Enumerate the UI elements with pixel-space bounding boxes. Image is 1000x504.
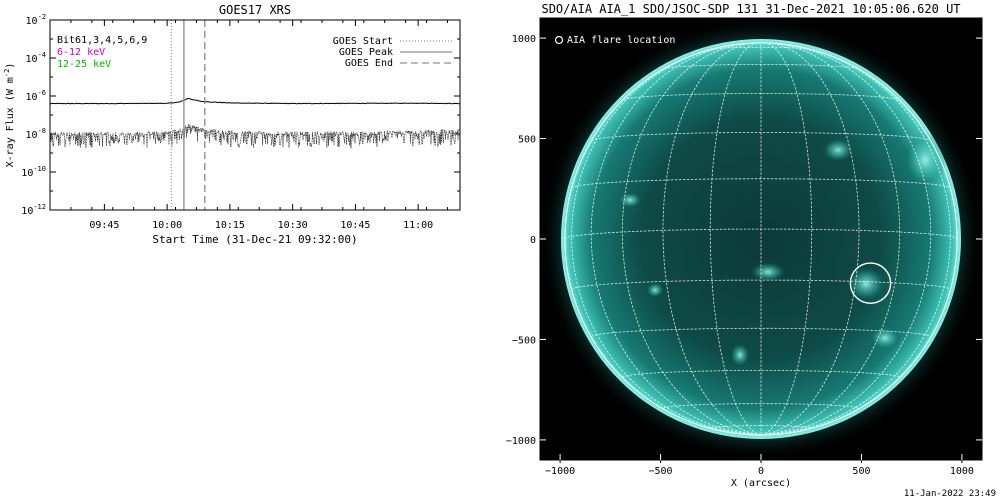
xrs-long-channel-line <box>50 98 460 105</box>
flare-location-legend-label: AIA flare location <box>567 35 675 46</box>
grid-line <box>760 43 932 436</box>
legend-goes-start: GOES Start <box>333 36 393 47</box>
y-tick-label: 10-8 <box>26 127 46 141</box>
band-label-12-25kev: 12-25 keV <box>57 59 111 70</box>
aia-x-axis: −1000 −500 0 500 1000 <box>545 454 974 477</box>
grid-line <box>621 43 762 436</box>
grid-line <box>571 279 951 290</box>
grid-line <box>760 43 901 436</box>
x-tick-label: 10:30 <box>278 220 308 231</box>
active-region <box>822 138 854 162</box>
aia-y-axis: 1000 500 0 −500 −1000 <box>506 34 982 447</box>
active-region <box>750 262 786 282</box>
aia-y-tick-label: 0 <box>530 235 536 246</box>
y-tick-label-exp: -10 <box>33 165 46 173</box>
goes-y-axis-label-main: X-ray Flux (W m <box>5 77 16 167</box>
goes-x-axis-label: Start Time (31-Dec-21 09:32:00) <box>152 233 357 246</box>
aia-x-tick-label: 0 <box>758 466 764 477</box>
grid-line <box>571 46 762 436</box>
y-tick-label-base: 10 <box>26 130 38 141</box>
grid-line <box>760 42 813 436</box>
x-tick-label: 11:00 <box>403 220 433 231</box>
xrs-short-channel-line <box>50 124 460 149</box>
aia-y-tick-label: 1000 <box>512 34 536 45</box>
goes-plot-frame <box>49 19 461 211</box>
grid-line <box>662 42 762 436</box>
aia-y-tick-label: 500 <box>518 135 536 146</box>
x-tick-label: 10:45 <box>340 220 370 231</box>
aia-x-tick-label: 500 <box>852 466 870 477</box>
goes-y-axis-label-close: ) <box>5 63 16 69</box>
band-label-6-12kev: 6-12 keV <box>57 47 105 58</box>
goes-x-axis: 09:45 10:00 10:15 10:30 10:45 11:00 <box>49 20 448 231</box>
active-region <box>618 192 642 208</box>
active-region <box>846 266 886 302</box>
aia-image-title: SDO/AIA AIA_1 SDO/JSOC-SDP 131 31-Dec-20… <box>541 2 960 16</box>
active-region <box>869 326 901 350</box>
legend-goes-peak: GOES Peak <box>339 47 393 58</box>
grid-line <box>760 46 951 436</box>
y-tick-label: 10-10 <box>21 165 46 179</box>
grid-line <box>711 46 811 50</box>
y-tick-label-base: 10 <box>21 206 33 217</box>
goes-event-markers <box>170 20 206 210</box>
aia-x-tick-label: −500 <box>648 466 672 477</box>
y-tick-label-base: 10 <box>26 16 38 27</box>
active-regions <box>618 132 947 367</box>
flare-location-legend-marker <box>554 35 564 45</box>
goes-band-legend: Bit61,3,4,5,6,9 6-12 keV 12-25 keV <box>57 35 147 70</box>
x-tick-label: 10:15 <box>215 220 245 231</box>
y-tick-label-base: 10 <box>26 92 38 103</box>
y-tick-label-base: 10 <box>26 54 38 65</box>
goes-y-axis-label-exp: -2 <box>3 69 11 77</box>
band-label-bits: Bit61,3,4,5,6,9 <box>57 35 147 46</box>
footer-timestamp: 11-Jan-2022 23:49 <box>904 489 996 499</box>
y-tick-label-base: 10 <box>21 168 33 179</box>
active-region <box>646 282 664 298</box>
grid-line <box>760 42 860 436</box>
heliographic-grid <box>564 42 958 436</box>
aia-x-tick-label: 1000 <box>950 466 974 477</box>
y-tick-label-exp: -6 <box>38 89 46 97</box>
legend-goes-end: GOES End <box>345 58 393 69</box>
aia-y-tick-label: −500 <box>512 335 536 346</box>
grid-line <box>709 42 762 436</box>
y-tick-label: 10-6 <box>26 89 46 103</box>
y-tick-label: 10-12 <box>21 203 46 217</box>
y-tick-label-exp: -2 <box>38 13 46 21</box>
grid-line <box>590 43 762 436</box>
x-tick-label: 09:45 <box>89 220 119 231</box>
goes-series-group <box>50 98 460 149</box>
goes-plot-title: GOES17 XRS <box>219 3 291 17</box>
grid-line <box>622 93 900 101</box>
goes-marker-legend: GOES Start GOES Peak GOES End <box>333 36 452 69</box>
solar-limb <box>564 42 958 436</box>
y-tick-label: 10-2 <box>26 13 46 27</box>
aia-x-axis-label: X (arcsec) <box>731 478 791 489</box>
active-region <box>903 132 947 188</box>
active-region <box>730 343 750 367</box>
x-tick-label: 10:00 <box>152 220 182 231</box>
aia-x-tick-label: −1000 <box>545 466 575 477</box>
y-tick-label-exp: -12 <box>33 203 46 211</box>
y-tick-label-exp: -8 <box>38 127 46 135</box>
y-tick-label: 10-4 <box>26 51 46 65</box>
solar-disk <box>561 39 961 439</box>
aia-flare-location-circle <box>849 262 892 304</box>
grid-line <box>662 403 860 409</box>
goes-y-axis-label: X-ray Flux (W m-2) <box>3 63 16 168</box>
aia-y-tick-label: −1000 <box>506 436 536 447</box>
y-tick-label-exp: -4 <box>38 51 46 59</box>
aia-image: AIA flare location <box>540 18 982 460</box>
aia-image-panel: SDO/AIA AIA_1 SDO/JSOC-SDP 131 31-Dec-20… <box>506 2 983 489</box>
